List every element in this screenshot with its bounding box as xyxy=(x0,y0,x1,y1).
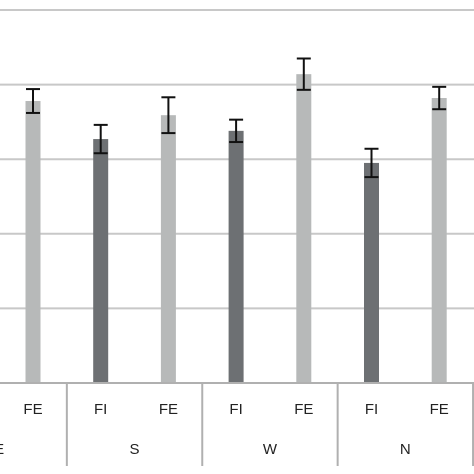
bar xyxy=(364,162,379,383)
error-bar xyxy=(296,57,311,91)
error-bar xyxy=(364,147,379,179)
error-bar xyxy=(93,123,108,155)
x-tick-label: FE xyxy=(159,401,178,418)
bar xyxy=(25,101,41,384)
group-label: N xyxy=(400,441,411,458)
error-bar xyxy=(161,96,176,135)
x-tick-label: FI xyxy=(365,401,378,418)
x-tick-label: FI xyxy=(229,401,242,418)
bar xyxy=(228,130,244,383)
error-bar xyxy=(432,85,447,111)
error-bar xyxy=(229,118,244,144)
x-tick-label: FE xyxy=(294,401,313,418)
x-tick-label: FE xyxy=(23,401,42,418)
x-tick-label: FI xyxy=(94,401,107,418)
bar xyxy=(93,139,109,383)
group-label: W xyxy=(263,441,278,458)
bar xyxy=(296,74,312,383)
bar xyxy=(431,98,447,383)
error-bar xyxy=(26,88,40,114)
x-tick-label: FE xyxy=(430,401,449,418)
bar xyxy=(160,115,176,383)
group-label: S xyxy=(130,441,140,458)
group-label: E xyxy=(0,441,4,458)
